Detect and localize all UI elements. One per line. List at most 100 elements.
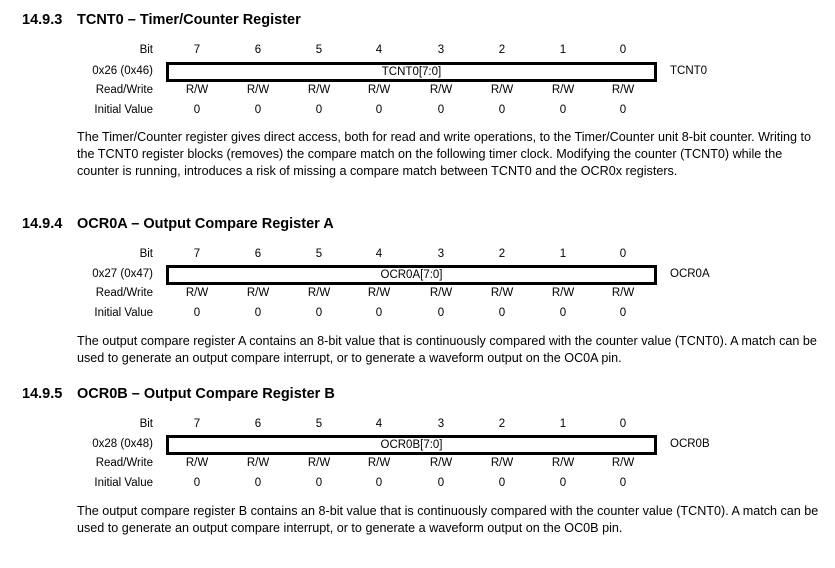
register-name: OCR0B xyxy=(670,438,710,450)
access-value: R/W xyxy=(611,84,635,96)
bit-row-label: Bit xyxy=(139,418,153,430)
bit-number: 5 xyxy=(315,44,323,56)
access-value: R/W xyxy=(490,84,514,96)
bit-number: 4 xyxy=(375,44,383,56)
section-number: 14.9.4 xyxy=(22,216,63,232)
initial-value: 0 xyxy=(437,104,445,116)
initial-value: 0 xyxy=(375,307,383,319)
bit-number: 0 xyxy=(619,44,627,56)
bit-number: 7 xyxy=(193,248,201,260)
initial-value: 0 xyxy=(193,104,201,116)
bit-number: 7 xyxy=(193,418,201,430)
bit-number: 2 xyxy=(498,418,506,430)
bit-number: 1 xyxy=(559,418,567,430)
section-title: TCNT0 – Timer/Counter Register xyxy=(77,12,301,28)
initial-value-row-label: Initial Value xyxy=(94,477,153,489)
register-field-box: OCR0A[7:0] xyxy=(166,265,657,285)
read-write-row-label: Read/Write xyxy=(95,457,153,469)
access-value: R/W xyxy=(246,287,270,299)
initial-value: 0 xyxy=(559,104,567,116)
section-title: OCR0B – Output Compare Register B xyxy=(77,386,335,402)
access-value: R/W xyxy=(551,287,575,299)
initial-value: 0 xyxy=(437,307,445,319)
bit-number: 1 xyxy=(559,44,567,56)
register-field-label: TCNT0[7:0] xyxy=(381,66,442,78)
bit-number: 3 xyxy=(437,248,445,260)
bit-number: 1 xyxy=(559,248,567,260)
section-paragraph: The Timer/Counter register gives direct … xyxy=(77,130,812,178)
initial-value: 0 xyxy=(498,104,506,116)
section-paragraph: The output compare register A contains a… xyxy=(77,334,817,365)
access-value: R/W xyxy=(551,457,575,469)
initial-value: 0 xyxy=(315,104,323,116)
section-heading: 14.9.4 OCR0A – Output Compare Register A xyxy=(22,216,334,232)
register-field-label: OCR0B[7:0] xyxy=(380,439,443,451)
register-address: 0x28 (0x48) xyxy=(92,438,153,450)
register-name: TCNT0 xyxy=(670,65,708,77)
initial-value: 0 xyxy=(254,104,262,116)
bit-number: 6 xyxy=(254,248,262,260)
register-address: 0x26 (0x46) xyxy=(92,65,153,77)
access-value: R/W xyxy=(307,457,331,469)
access-value: R/W xyxy=(185,84,209,96)
bit-number: 0 xyxy=(619,248,627,260)
bit-row-label: Bit xyxy=(139,248,153,260)
access-value: R/W xyxy=(367,457,391,469)
access-value: R/W xyxy=(367,84,391,96)
section-number: 14.9.5 xyxy=(22,386,63,402)
bit-number: 6 xyxy=(254,44,262,56)
initial-value: 0 xyxy=(254,477,262,489)
access-value: R/W xyxy=(429,287,453,299)
section-heading: 14.9.3 TCNT0 – Timer/Counter Register xyxy=(22,12,301,28)
access-value: R/W xyxy=(246,457,270,469)
initial-value: 0 xyxy=(193,307,201,319)
initial-value: 0 xyxy=(498,477,506,489)
register-field-box: OCR0B[7:0] xyxy=(166,435,657,455)
initial-value: 0 xyxy=(315,307,323,319)
access-value: R/W xyxy=(611,287,635,299)
section-heading: 14.9.5 OCR0B – Output Compare Register B xyxy=(22,386,335,402)
access-value: R/W xyxy=(490,457,514,469)
bit-number: 2 xyxy=(498,248,506,260)
access-value: R/W xyxy=(611,457,635,469)
initial-value: 0 xyxy=(619,477,627,489)
initial-value: 0 xyxy=(559,307,567,319)
initial-value-row-label: Initial Value xyxy=(94,104,153,116)
register-field-label: OCR0A[7:0] xyxy=(380,269,443,281)
initial-value: 0 xyxy=(619,104,627,116)
access-value: R/W xyxy=(551,84,575,96)
access-value: R/W xyxy=(367,287,391,299)
access-value: R/W xyxy=(185,287,209,299)
initial-value: 0 xyxy=(193,477,201,489)
bit-number: 0 xyxy=(619,418,627,430)
bit-number: 4 xyxy=(375,418,383,430)
initial-value: 0 xyxy=(498,307,506,319)
access-value: R/W xyxy=(490,287,514,299)
initial-value: 0 xyxy=(315,477,323,489)
initial-value: 0 xyxy=(375,477,383,489)
initial-value: 0 xyxy=(559,477,567,489)
read-write-row-label: Read/Write xyxy=(95,84,153,96)
access-value: R/W xyxy=(185,457,209,469)
access-value: R/W xyxy=(429,84,453,96)
initial-value: 0 xyxy=(437,477,445,489)
bit-row-label: Bit xyxy=(139,44,153,56)
bit-number: 5 xyxy=(315,248,323,260)
bit-number: 3 xyxy=(437,44,445,56)
bit-number: 3 xyxy=(437,418,445,430)
access-value: R/W xyxy=(307,84,331,96)
read-write-row-label: Read/Write xyxy=(95,287,153,299)
access-value: R/W xyxy=(246,84,270,96)
section-paragraph: The output compare register B contains a… xyxy=(77,504,819,535)
access-value: R/W xyxy=(307,287,331,299)
initial-value: 0 xyxy=(254,307,262,319)
initial-value: 0 xyxy=(375,104,383,116)
access-value: R/W xyxy=(429,457,453,469)
section-title: OCR0A – Output Compare Register A xyxy=(77,216,334,232)
register-name: OCR0A xyxy=(670,268,710,280)
bit-number: 6 xyxy=(254,418,262,430)
bit-number: 4 xyxy=(375,248,383,260)
initial-value: 0 xyxy=(619,307,627,319)
section-number: 14.9.3 xyxy=(22,12,63,28)
bit-number: 2 xyxy=(498,44,506,56)
